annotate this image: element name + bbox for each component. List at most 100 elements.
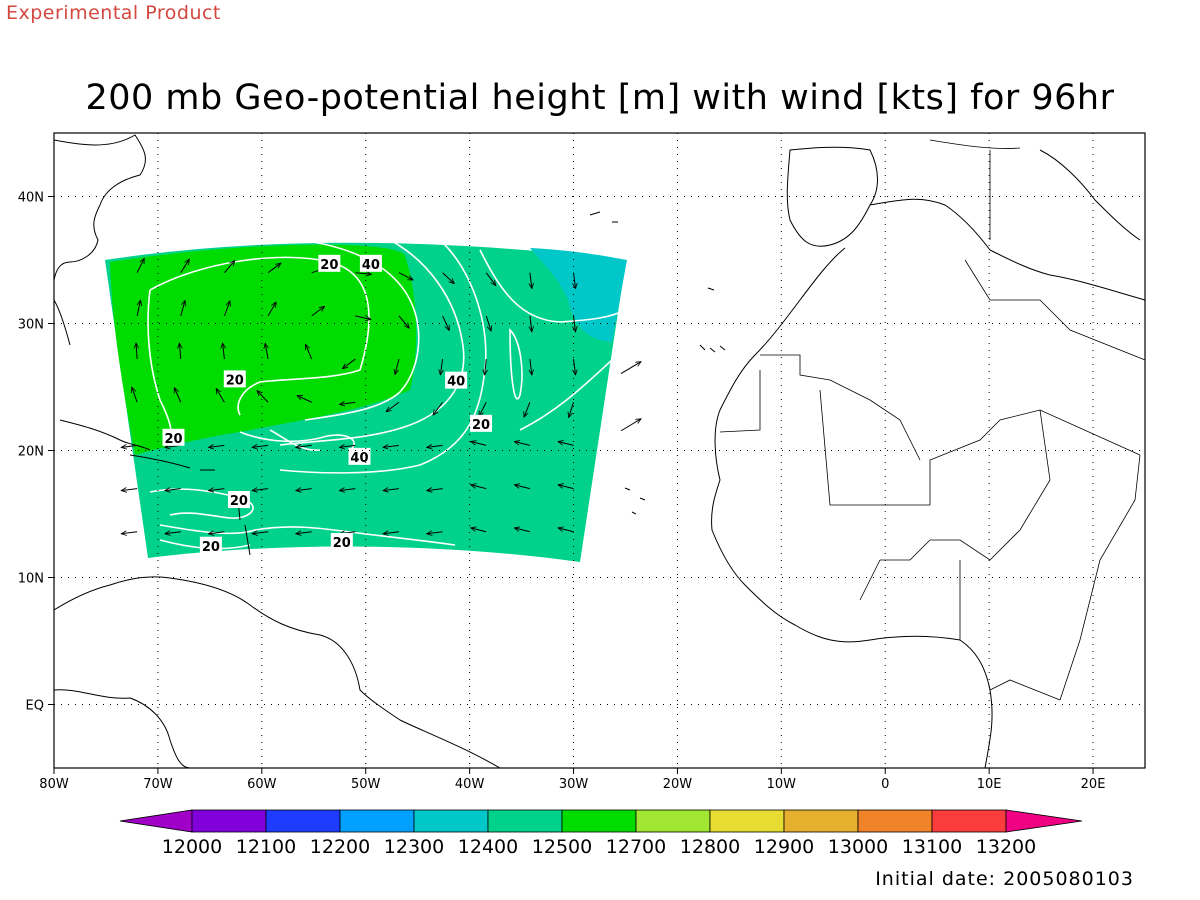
- lon-tick-label: 60W: [247, 777, 277, 792]
- coastline-south-america: [54, 576, 501, 768]
- wind-arrow: [136, 343, 137, 360]
- coastlines: [54, 134, 1145, 768]
- wind-arrow: [343, 358, 356, 369]
- coastline-florida: [54, 299, 71, 346]
- lon-tick-label: 20W: [663, 777, 693, 792]
- colorbar-label: 13100: [902, 836, 962, 858]
- wind-arrow: [530, 272, 532, 289]
- wind-arrow: [173, 388, 182, 403]
- wind-arrow: [165, 532, 181, 534]
- colorbar-swatch: [709, 809, 785, 833]
- wind-arrow: [339, 489, 356, 491]
- lon-tick-label: 30W: [559, 777, 589, 792]
- wind-arrow: [339, 445, 356, 447]
- wind-arrow: [121, 489, 138, 491]
- wind-contour: [279, 239, 465, 446]
- colorbar-low-arrow: [119, 809, 193, 833]
- lat-tick-label: 20N: [18, 445, 44, 460]
- contour-label-bg: [227, 491, 250, 509]
- contour-label: 20: [333, 536, 351, 551]
- borders-africa: [719, 354, 1141, 701]
- wind-arrow: [223, 343, 225, 360]
- wind-arrow: [427, 489, 443, 491]
- wind-arrow: [252, 489, 269, 491]
- colorbar-swatch: [635, 809, 711, 833]
- wind-arrow: [471, 528, 487, 533]
- wind-arrow: [398, 315, 409, 328]
- wind-arrow: [440, 358, 442, 375]
- wind-arrow: [306, 344, 313, 360]
- colorbar-label: 12400: [458, 836, 518, 858]
- colorbar-label: 12700: [606, 836, 666, 858]
- contour-label: 20: [164, 432, 182, 447]
- colorbar-swatch: [783, 809, 859, 833]
- wind-arrow: [252, 532, 269, 534]
- initial-date: Initial date: 2005080103: [875, 868, 1134, 890]
- wind-arrow: [267, 302, 276, 317]
- borders-europe: [929, 139, 1145, 361]
- colorbar-swatch: [487, 809, 563, 833]
- wind-arrow: [121, 532, 138, 534]
- wind-arrow: [569, 402, 575, 417]
- colorbar-label: 12200: [310, 836, 370, 858]
- wind-arrow: [442, 315, 450, 331]
- wind-arrow: [558, 528, 574, 533]
- wind-arrow: [209, 445, 225, 447]
- colorbar-swatch: [265, 809, 341, 833]
- wind-arrow: [558, 485, 574, 490]
- wind-arrow: [383, 445, 400, 447]
- contour-label: 20: [202, 540, 220, 555]
- wind-arrow: [209, 489, 225, 491]
- wind-arrow: [514, 485, 531, 490]
- colorbar-label: 13000: [828, 836, 888, 858]
- coastline-south-america-inner: [54, 689, 191, 768]
- coastline-iberia: [786, 146, 878, 247]
- wind-arrow: [558, 442, 574, 446]
- lat-lon-grid: [54, 133, 1145, 768]
- colorbar-label: 12000: [162, 836, 222, 858]
- lat-tick-label: 30N: [18, 318, 44, 333]
- wind-arrow: [311, 306, 325, 317]
- coastline-north-america: [54, 134, 146, 281]
- colorbar-swatch: [413, 809, 489, 833]
- wind-arrow: [297, 395, 312, 403]
- wind-arrow: [339, 402, 356, 404]
- contour-label-bg: [199, 536, 222, 554]
- wind-arrow: [179, 343, 180, 360]
- colorbar-label: 12800: [680, 836, 740, 858]
- map-title: 200 mb Geo-potential height [m] with win…: [85, 78, 1115, 118]
- lon-tick-label: 80W: [39, 777, 69, 792]
- wind-arrow: [355, 273, 371, 275]
- wind-arrow: [257, 391, 269, 403]
- contour-label-bg: [470, 414, 493, 432]
- contour-label-bg: [318, 254, 341, 272]
- wind-arrow: [386, 401, 400, 412]
- contour-label: 20: [320, 258, 338, 273]
- contour-label: 40: [447, 375, 465, 390]
- wind-arrow: [485, 359, 487, 375]
- lon-tick-label: 10W: [767, 777, 797, 792]
- wind-arrow: [180, 259, 190, 273]
- wind-arrow: [265, 343, 268, 360]
- lon-tick-label: 70W: [143, 777, 173, 792]
- wind-arrow: [433, 401, 444, 415]
- wind-arrow: [132, 387, 138, 403]
- wind-arrow: [296, 489, 312, 491]
- colorbar-swatch: [931, 809, 1007, 833]
- wind-arrow: [224, 261, 234, 274]
- wind-arrow: [136, 258, 144, 273]
- wind-arrow: [395, 358, 400, 374]
- colorbar-swatch: [339, 809, 415, 833]
- wind-arrow: [121, 445, 138, 447]
- wind-arrow: [252, 445, 269, 447]
- contour-label-bg: [330, 532, 353, 550]
- colorbar-swatch: [857, 809, 933, 833]
- wind-arrow: [471, 485, 487, 490]
- wind-arrow: [530, 358, 532, 375]
- lon-tick-label: 10E: [977, 777, 1002, 792]
- wind-contour: [519, 359, 613, 431]
- lon-tick-label: 20E: [1081, 777, 1106, 792]
- wind-arrow: [427, 532, 443, 534]
- wind-arrow: [442, 272, 455, 284]
